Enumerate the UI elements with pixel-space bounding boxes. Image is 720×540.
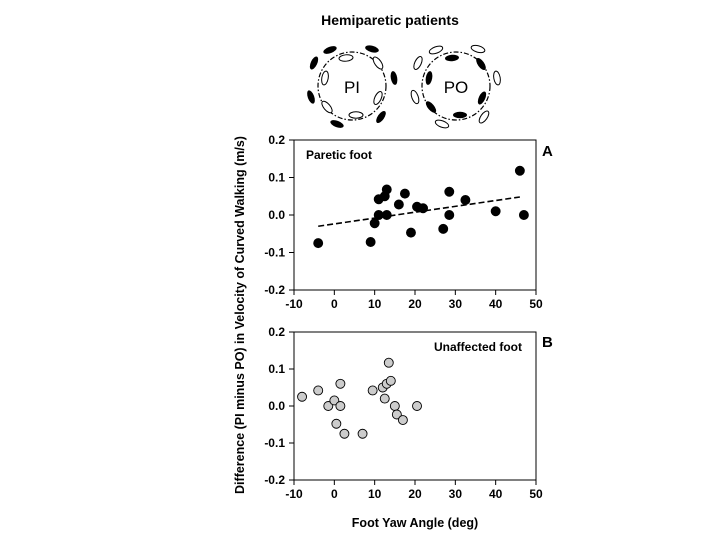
y-tick-label: -0.1 xyxy=(264,436,285,450)
y-tick-label: -0.2 xyxy=(264,283,285,297)
data-point xyxy=(331,418,342,429)
data-point xyxy=(313,238,324,249)
x-tick-label: 50 xyxy=(529,297,543,311)
data-point xyxy=(397,415,408,426)
x-tick-label: 10 xyxy=(368,487,382,501)
data-point xyxy=(418,203,429,214)
data-point xyxy=(365,237,376,247)
panel-label-a: Paretic foot xyxy=(306,148,372,162)
data-point xyxy=(313,385,324,396)
panel-b: Unaffected foot B -10 0 10 20 30 40 50 0.20.10… xyxy=(264,325,553,501)
x-tick-label: 0 xyxy=(331,487,338,501)
data-point xyxy=(383,357,394,368)
data-point xyxy=(438,223,449,234)
y-axis-title: Difference (PI minus PO) in Velocity of … xyxy=(233,136,247,494)
y-tick-label: 0.1 xyxy=(268,171,285,185)
x-axis-title: Foot Yaw Angle (deg) xyxy=(352,516,478,530)
data-point xyxy=(381,210,392,220)
circle-label-pi: PI xyxy=(344,78,360,97)
y-tick-label: -0.2 xyxy=(264,473,285,487)
figure-title: Hemiparetic patients xyxy=(321,12,459,28)
x-tick-label: 20 xyxy=(408,297,422,311)
data-point xyxy=(339,428,350,439)
data-points-b xyxy=(297,357,422,439)
data-point xyxy=(335,401,346,411)
data-point xyxy=(406,227,416,238)
y-tick-label: 0.0 xyxy=(268,399,285,413)
data-point xyxy=(391,409,402,420)
y-ticks-b: 0.2 0.1 0.0 -0.1 -0.2 xyxy=(264,325,294,487)
panel-a: Paretic foot A -10 0 10 20 30 40 50 0.2 0.1 0.0 -… xyxy=(264,133,553,311)
y-tick-label: 0.2 xyxy=(268,325,285,339)
data-point xyxy=(379,393,390,404)
y-tick-label: -0.1 xyxy=(264,246,285,260)
data-point xyxy=(297,391,308,402)
x-tick-label: 10 xyxy=(368,297,382,311)
x-tick-label: 30 xyxy=(449,487,463,501)
panel-letter-a: A xyxy=(542,143,553,160)
data-point xyxy=(389,401,400,411)
data-point xyxy=(444,186,455,197)
y-ticks-a: 0.2 0.1 0.0 -0.1 -0.2 xyxy=(264,133,294,297)
data-point xyxy=(518,210,529,220)
data-point xyxy=(393,199,404,210)
x-tick-label: -10 xyxy=(285,297,303,311)
circle-label-po: PO xyxy=(444,78,469,97)
panel-label-b: Unaffected foot xyxy=(434,340,522,354)
data-point xyxy=(329,395,340,406)
plot-frame-a xyxy=(293,139,537,291)
data-point xyxy=(385,375,396,386)
x-tick-label: 40 xyxy=(489,297,503,311)
circle-diagram-pi: PI xyxy=(307,45,398,128)
footprints-po xyxy=(410,44,501,129)
data-point xyxy=(369,218,380,229)
x-tick-label: 30 xyxy=(449,297,463,311)
data-point xyxy=(490,206,501,217)
x-tick-label: 50 xyxy=(529,487,543,501)
x-tick-label: -10 xyxy=(285,487,303,501)
data-point xyxy=(412,401,422,411)
data-point xyxy=(323,401,334,411)
footprints-pi xyxy=(307,45,398,128)
data-point xyxy=(335,378,346,389)
x-tick-label: 40 xyxy=(489,487,503,501)
data-point xyxy=(357,428,368,439)
x-ticks-b: -10 0 10 20 30 40 50 xyxy=(285,480,543,501)
trend-line xyxy=(318,196,520,228)
data-point xyxy=(399,188,410,199)
walking-path-circle-pi xyxy=(317,51,387,121)
y-tick-label: 0.2 xyxy=(268,133,285,147)
data-points-a xyxy=(313,165,529,249)
panel-letter-b: B xyxy=(542,334,553,351)
data-point xyxy=(381,184,392,195)
circle-diagram-po: PO xyxy=(410,44,501,129)
x-tick-label: 0 xyxy=(331,297,338,311)
data-point xyxy=(514,165,525,176)
data-point xyxy=(444,210,455,220)
x-tick-label: 20 xyxy=(408,487,422,501)
x-ticks-a: -10 0 10 20 30 40 50 xyxy=(285,290,543,311)
walking-path-circle-po xyxy=(421,51,491,121)
data-point xyxy=(367,385,378,396)
data-point xyxy=(460,195,471,205)
y-tick-label: 0.0 xyxy=(268,208,285,222)
y-tick-label: 0.1 xyxy=(268,362,285,376)
